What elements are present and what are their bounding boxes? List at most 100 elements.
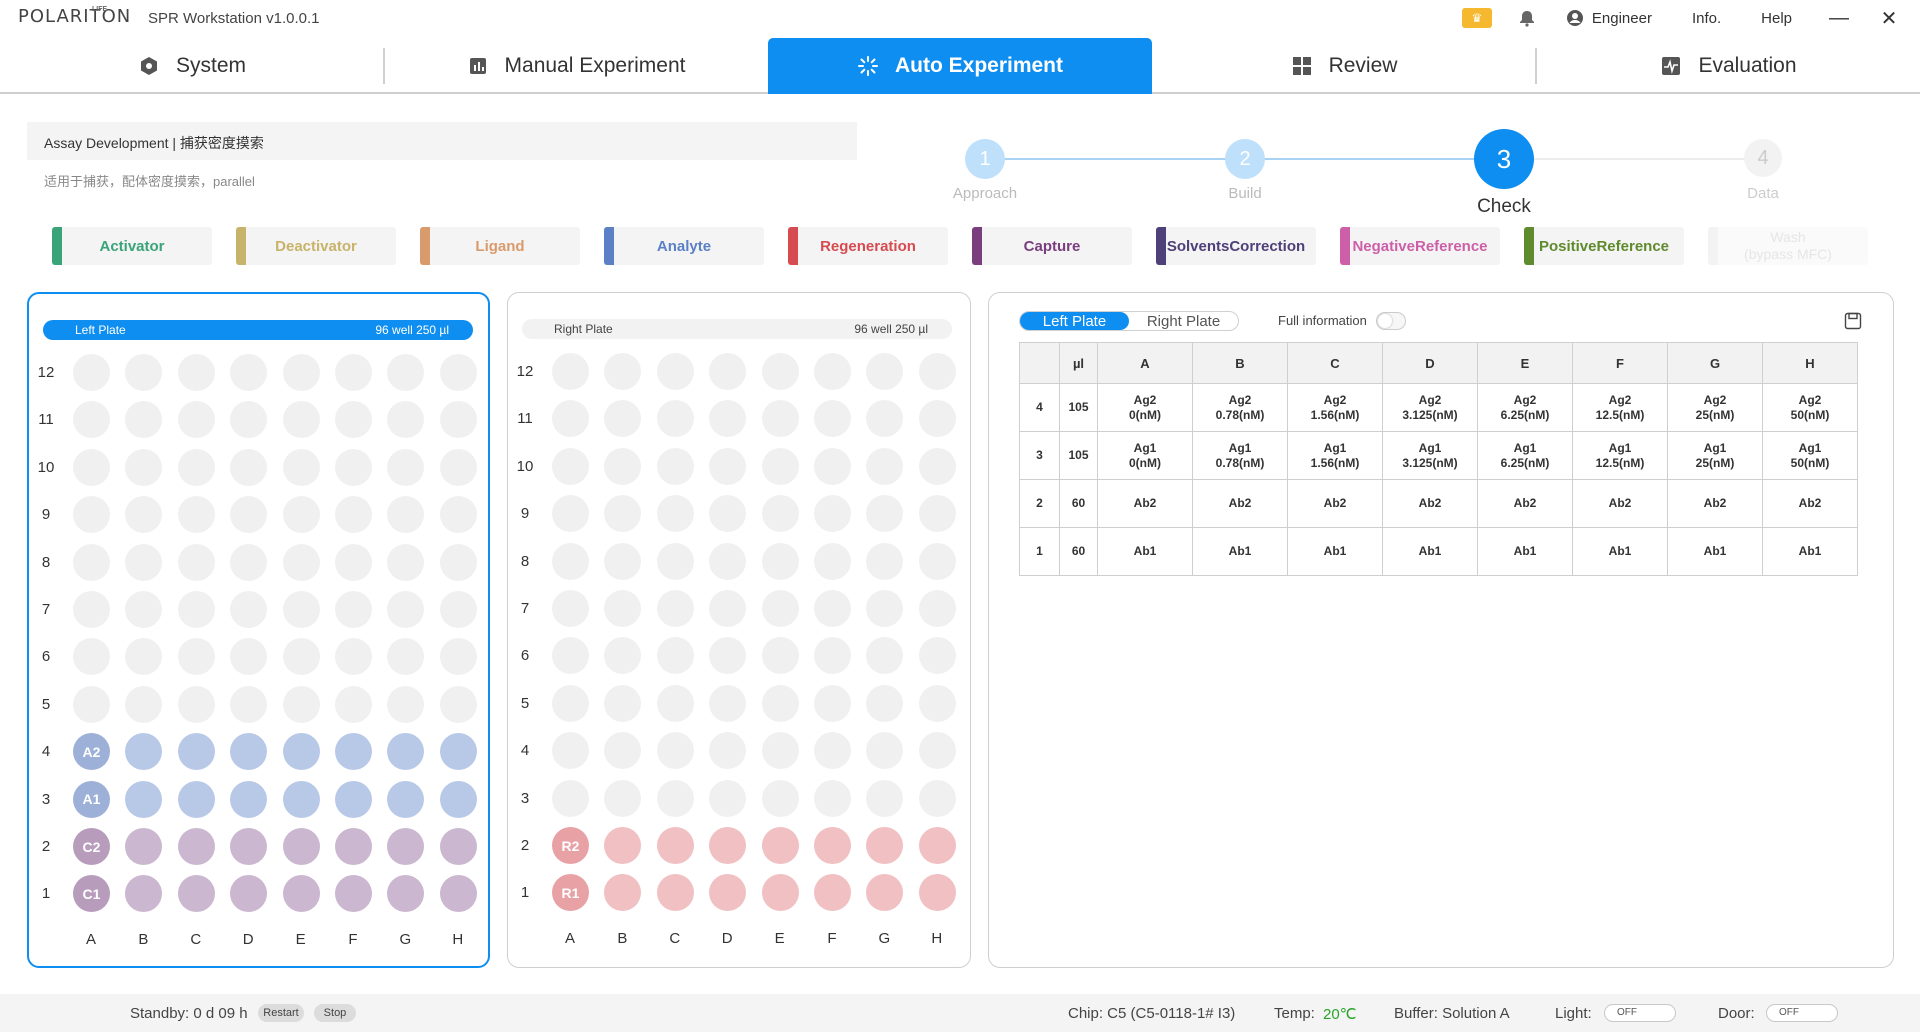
left-plate-well-H8[interactable] xyxy=(439,543,477,581)
right-plate-well-C4[interactable] xyxy=(656,732,694,770)
left-plate-panel[interactable]: Left Plate 96 well 250 µl 12 11 10 9 8 7 6 5 4 A2… xyxy=(27,292,490,968)
tab-system[interactable]: System xyxy=(0,38,384,94)
tab-evaluation[interactable]: Evaluation xyxy=(1537,38,1920,94)
left-plate-well-G1[interactable] xyxy=(387,875,425,913)
left-plate-well-B8[interactable] xyxy=(125,543,163,581)
left-plate-well-G4[interactable] xyxy=(387,733,425,771)
right-plate-well-C2[interactable] xyxy=(656,827,694,864)
left-plate-well-E5[interactable] xyxy=(282,685,320,723)
reagent-chip-analyte[interactable]: Analyte xyxy=(604,227,764,265)
left-plate-well-E4[interactable] xyxy=(282,733,320,771)
right-plate-well-B1[interactable] xyxy=(604,874,642,912)
left-plate-well-H12[interactable] xyxy=(439,354,477,391)
left-plate-well-D5[interactable] xyxy=(230,685,268,723)
tab-auto-experiment[interactable]: Auto Experiment xyxy=(768,38,1152,94)
left-plate-well-C8[interactable] xyxy=(177,543,215,581)
right-plate-well-A4[interactable] xyxy=(552,732,589,770)
right-plate-well-E6[interactable] xyxy=(761,637,799,675)
right-plate-well-F6[interactable] xyxy=(814,637,851,675)
right-plate-well-D11[interactable] xyxy=(709,400,747,438)
left-plate-well-H6[interactable] xyxy=(439,638,477,676)
left-plate-well-C11[interactable] xyxy=(177,401,215,439)
left-plate-well-F10[interactable] xyxy=(335,448,372,486)
left-plate-well-E11[interactable] xyxy=(282,401,320,439)
left-plate-well-G6[interactable] xyxy=(387,638,425,676)
left-plate-well-A4[interactable]: A2 xyxy=(73,733,110,771)
left-plate-well-G12[interactable] xyxy=(387,354,425,391)
left-plate-well-H11[interactable] xyxy=(439,401,477,439)
right-plate-well-F1[interactable] xyxy=(814,874,851,912)
left-plate-well-E12[interactable] xyxy=(282,354,320,391)
left-plate-well-F4[interactable] xyxy=(335,733,372,771)
right-plate-well-G4[interactable] xyxy=(866,732,904,770)
tab-review[interactable]: Review xyxy=(1152,38,1536,94)
left-plate-well-H3[interactable] xyxy=(439,780,477,818)
right-plate-well-E5[interactable] xyxy=(761,684,799,722)
close-button[interactable]: ✕ xyxy=(1880,7,1898,30)
reagent-chip-regeneration[interactable]: Regeneration xyxy=(788,227,948,265)
left-plate-well-H2[interactable] xyxy=(439,828,477,865)
right-plate-well-A10[interactable] xyxy=(552,447,589,485)
right-plate-well-F4[interactable] xyxy=(814,732,851,770)
left-plate-well-G2[interactable] xyxy=(387,828,425,865)
right-plate-well-D6[interactable] xyxy=(709,637,747,675)
right-plate-well-C10[interactable] xyxy=(656,447,694,485)
right-plate-well-A7[interactable] xyxy=(552,590,589,627)
left-plate-well-A5[interactable] xyxy=(73,685,110,723)
left-plate-well-E3[interactable] xyxy=(282,780,320,818)
left-plate-well-C2[interactable] xyxy=(177,828,215,865)
left-plate-well-F6[interactable] xyxy=(335,638,372,676)
right-plate-well-B9[interactable] xyxy=(604,495,642,533)
step-1[interactable]: 1 xyxy=(965,139,1005,179)
left-plate-well-A12[interactable] xyxy=(73,354,110,391)
right-plate-well-E4[interactable] xyxy=(761,732,799,770)
right-plate-well-G2[interactable] xyxy=(866,827,904,864)
right-plate-well-E11[interactable] xyxy=(761,400,799,438)
left-plate-well-F8[interactable] xyxy=(335,543,372,581)
left-plate-well-A7[interactable] xyxy=(73,591,110,628)
right-plate-well-H8[interactable] xyxy=(918,542,956,580)
right-plate-well-F10[interactable] xyxy=(814,447,851,485)
left-plate-well-H10[interactable] xyxy=(439,448,477,486)
left-plate-well-A9[interactable] xyxy=(73,496,110,534)
right-plate-well-E12[interactable] xyxy=(761,353,799,390)
right-plate-well-F12[interactable] xyxy=(814,353,851,390)
right-plate-well-H4[interactable] xyxy=(918,732,956,770)
right-plate-well-H6[interactable] xyxy=(918,637,956,675)
left-plate-well-D11[interactable] xyxy=(230,401,268,439)
left-plate-well-F7[interactable] xyxy=(335,591,372,628)
minimize-button[interactable]: — xyxy=(1829,6,1849,29)
right-plate-well-D12[interactable] xyxy=(709,353,747,390)
left-plate-well-G5[interactable] xyxy=(387,685,425,723)
right-plate-well-G11[interactable] xyxy=(866,400,904,438)
right-plate-well-B2[interactable] xyxy=(604,827,642,864)
light-toggle[interactable]: OFF xyxy=(1604,1004,1676,1022)
left-plate-well-A11[interactable] xyxy=(73,401,110,439)
left-plate-well-D4[interactable] xyxy=(230,733,268,771)
right-plate-well-H12[interactable] xyxy=(918,353,956,390)
right-plate-well-G3[interactable] xyxy=(866,779,904,817)
tab-manual-experiment[interactable]: Manual Experiment xyxy=(385,38,767,94)
step-3[interactable]: 3 xyxy=(1474,129,1534,189)
seg-left-plate[interactable]: Left Plate xyxy=(1020,312,1129,330)
right-plate-well-G6[interactable] xyxy=(866,637,904,675)
left-plate-well-F2[interactable] xyxy=(335,828,372,865)
right-plate-well-H7[interactable] xyxy=(918,590,956,627)
right-plate-well-G10[interactable] xyxy=(866,447,904,485)
left-plate-well-B4[interactable] xyxy=(125,733,163,771)
left-plate-well-D12[interactable] xyxy=(230,354,268,391)
info-menu[interactable]: Info. xyxy=(1691,9,1722,27)
left-plate-well-F3[interactable] xyxy=(335,780,372,818)
left-plate-well-B7[interactable] xyxy=(125,591,163,628)
left-plate-well-A1[interactable]: C1 xyxy=(73,875,110,913)
right-plate-well-A2[interactable]: R2 xyxy=(552,827,589,864)
right-plate-well-B4[interactable] xyxy=(604,732,642,770)
bell-icon[interactable] xyxy=(1518,9,1536,27)
left-plate-well-H1[interactable] xyxy=(439,875,477,913)
left-plate-well-B2[interactable] xyxy=(125,828,163,865)
right-plate-well-B6[interactable] xyxy=(604,637,642,675)
left-plate-well-A2[interactable]: C2 xyxy=(73,828,110,865)
right-plate-well-E10[interactable] xyxy=(761,447,799,485)
right-plate-well-H11[interactable] xyxy=(918,400,956,438)
left-plate-well-B1[interactable] xyxy=(125,875,163,913)
